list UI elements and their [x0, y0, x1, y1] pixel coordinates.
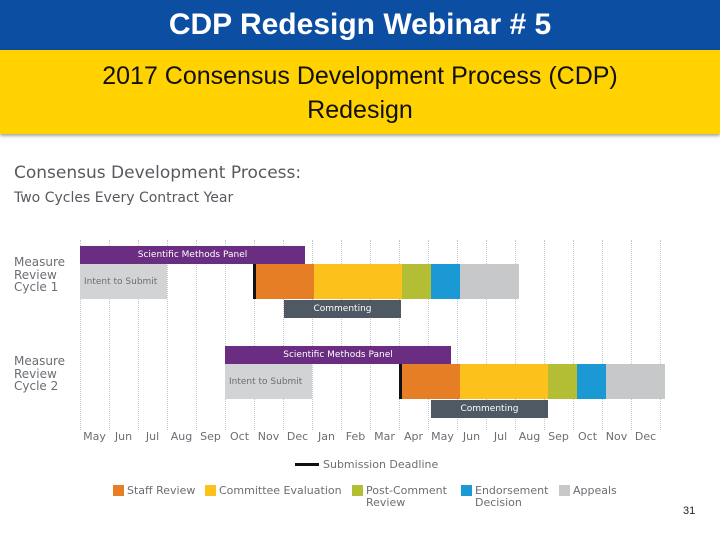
- month-label: Jun: [462, 430, 481, 443]
- cycle-2-endorsement-decision-bar: [577, 364, 606, 399]
- endorsement-decision-legend-label: Endorsement Decision: [475, 485, 548, 509]
- gridline: [254, 240, 255, 430]
- cycle-1-label: Measure Review Cycle 1: [14, 256, 84, 294]
- month-label: Jun: [114, 430, 133, 443]
- gridline: [544, 240, 545, 430]
- month-label: Sep: [200, 430, 221, 443]
- month-label: Jul: [145, 430, 160, 443]
- gridline: [573, 240, 574, 430]
- month-label: Sep: [548, 430, 569, 443]
- title-bar: CDP Redesign Webinar # 5: [0, 0, 720, 50]
- committee-evaluation-legend-swatch: [205, 485, 216, 496]
- gridline: [631, 240, 632, 430]
- endorsement-decision-legend-swatch: [461, 485, 472, 496]
- cycle-1-endorsement-decision-bar: [431, 264, 460, 299]
- gridline: [457, 240, 458, 430]
- month-label: Aug: [170, 430, 193, 443]
- cycle-2-label-line-2: Review: [14, 366, 57, 381]
- month-label: Dec: [286, 430, 309, 443]
- diagram-title: Consensus Development Process:: [14, 163, 302, 183]
- cycle-2-label-line-3: Cycle 2: [14, 379, 59, 393]
- appeals-legend-label: Appeals: [573, 484, 617, 497]
- cycle-2-post-comment-review-bar: [548, 364, 577, 399]
- cycle-1-intent-to-submit-bar: Intent to Submit: [80, 264, 167, 299]
- page-title: CDP Redesign Webinar # 5: [168, 8, 552, 41]
- month-label: Mar: [374, 430, 395, 443]
- gridline: [486, 240, 487, 430]
- cycle-1-intent-to-submit-label: Intent to Submit: [84, 276, 158, 287]
- cycle-2-submission-deadline-marker: [399, 364, 402, 399]
- cycle-1-label-line-1: Measure: [14, 255, 65, 269]
- month-label: Oct: [577, 430, 598, 443]
- page-number: 31: [683, 505, 696, 517]
- gridline: [80, 240, 81, 430]
- cycle-1-committee-evaluation-bar: [314, 264, 402, 299]
- submission-deadline-legend-label: Submission Deadline: [323, 458, 439, 471]
- month-label: Nov: [257, 430, 280, 443]
- cycle-1-commenting-label: Commenting: [313, 304, 372, 314]
- staff-review-legend-swatch: [113, 485, 124, 496]
- cycle-1-scientific-methods-panel-label: Scientific Methods Panel: [137, 250, 248, 260]
- gridline: [167, 240, 168, 430]
- cycle-2-commenting-label: Commenting: [460, 404, 519, 414]
- cycle-1-label-line-2: Review: [14, 267, 57, 282]
- month-label: May: [431, 430, 454, 443]
- month-label: Oct: [229, 430, 250, 443]
- cycle-2-committee-evaluation-bar: [460, 364, 548, 399]
- gridline: [399, 240, 400, 430]
- gridline: [312, 240, 313, 430]
- cycle-1-post-comment-review-bar: [402, 264, 431, 299]
- gridline: [196, 240, 197, 430]
- month-label: Jul: [493, 430, 508, 443]
- month-label: Apr: [403, 430, 424, 443]
- post-comment-review-legend-line-2: Review: [366, 496, 406, 509]
- cycle-2-label-line-1: Measure: [14, 354, 65, 368]
- cycle-1-staff-review-bar: [254, 264, 314, 299]
- gridline: [428, 240, 429, 430]
- cycle-2-scientific-methods-panel-bar: Scientific Methods Panel: [225, 346, 451, 364]
- staff-review-legend-label: Staff Review: [127, 484, 196, 497]
- cycle-2-intent-to-submit-bar: Intent to Submit: [225, 364, 312, 399]
- cycle-2-intent-to-submit-label: Intent to Submit: [229, 376, 303, 387]
- appeals-legend-swatch: [559, 485, 570, 496]
- gridline: [283, 240, 284, 430]
- submission-deadline-legend-line: [295, 463, 319, 466]
- cycle-2-label: Measure Review Cycle 2: [14, 355, 84, 393]
- subtitle-line-1: 2017 Consensus Development Process (CDP): [102, 62, 618, 90]
- post-comment-review-legend-line-1: Post-Comment: [366, 484, 447, 497]
- gridline: [138, 240, 139, 430]
- month-label: Aug: [518, 430, 541, 443]
- subtitle-line-2: Redesign: [307, 96, 413, 124]
- month-label: Dec: [634, 430, 657, 443]
- gridline: [515, 240, 516, 430]
- cycle-1-commenting-bar: Commenting: [284, 300, 401, 318]
- cycle-2-commenting-bar: Commenting: [431, 400, 548, 418]
- gridline: [341, 240, 342, 430]
- month-label: Feb: [345, 430, 366, 443]
- post-comment-review-legend-swatch: [352, 485, 363, 496]
- committee-evaluation-legend-label: Committee Evaluation: [219, 484, 342, 497]
- cycle-2-staff-review-bar: [400, 364, 460, 399]
- subtitle-bar: 2017 Consensus Development Process (CDP)…: [0, 50, 720, 134]
- cycle-2-appeals-bar: [606, 364, 665, 399]
- gridline: [660, 240, 661, 430]
- gridline: [109, 240, 110, 430]
- endorsement-decision-legend-line-1: Endorsement: [475, 484, 549, 497]
- gridline: [225, 240, 226, 430]
- gridline: [370, 240, 371, 430]
- cycle-1-submission-deadline-marker: [253, 264, 256, 299]
- cycle-2-scientific-methods-panel-label: Scientific Methods Panel: [283, 350, 393, 360]
- cycle-1-scientific-methods-panel-bar: Scientific Methods Panel: [80, 246, 305, 264]
- diagram-subtitle: Two Cycles Every Contract Year: [14, 190, 234, 206]
- month-label: May: [83, 430, 106, 443]
- endorsement-decision-legend-line-2: Decision: [475, 496, 522, 509]
- month-label: Nov: [605, 430, 628, 443]
- post-comment-review-legend-label: Post-Comment Review: [366, 485, 447, 509]
- cycle-1-appeals-bar: [460, 264, 519, 299]
- month-label: Jan: [318, 430, 335, 443]
- cycle-1-label-line-3: Cycle 1: [14, 280, 59, 294]
- gridline: [602, 240, 603, 430]
